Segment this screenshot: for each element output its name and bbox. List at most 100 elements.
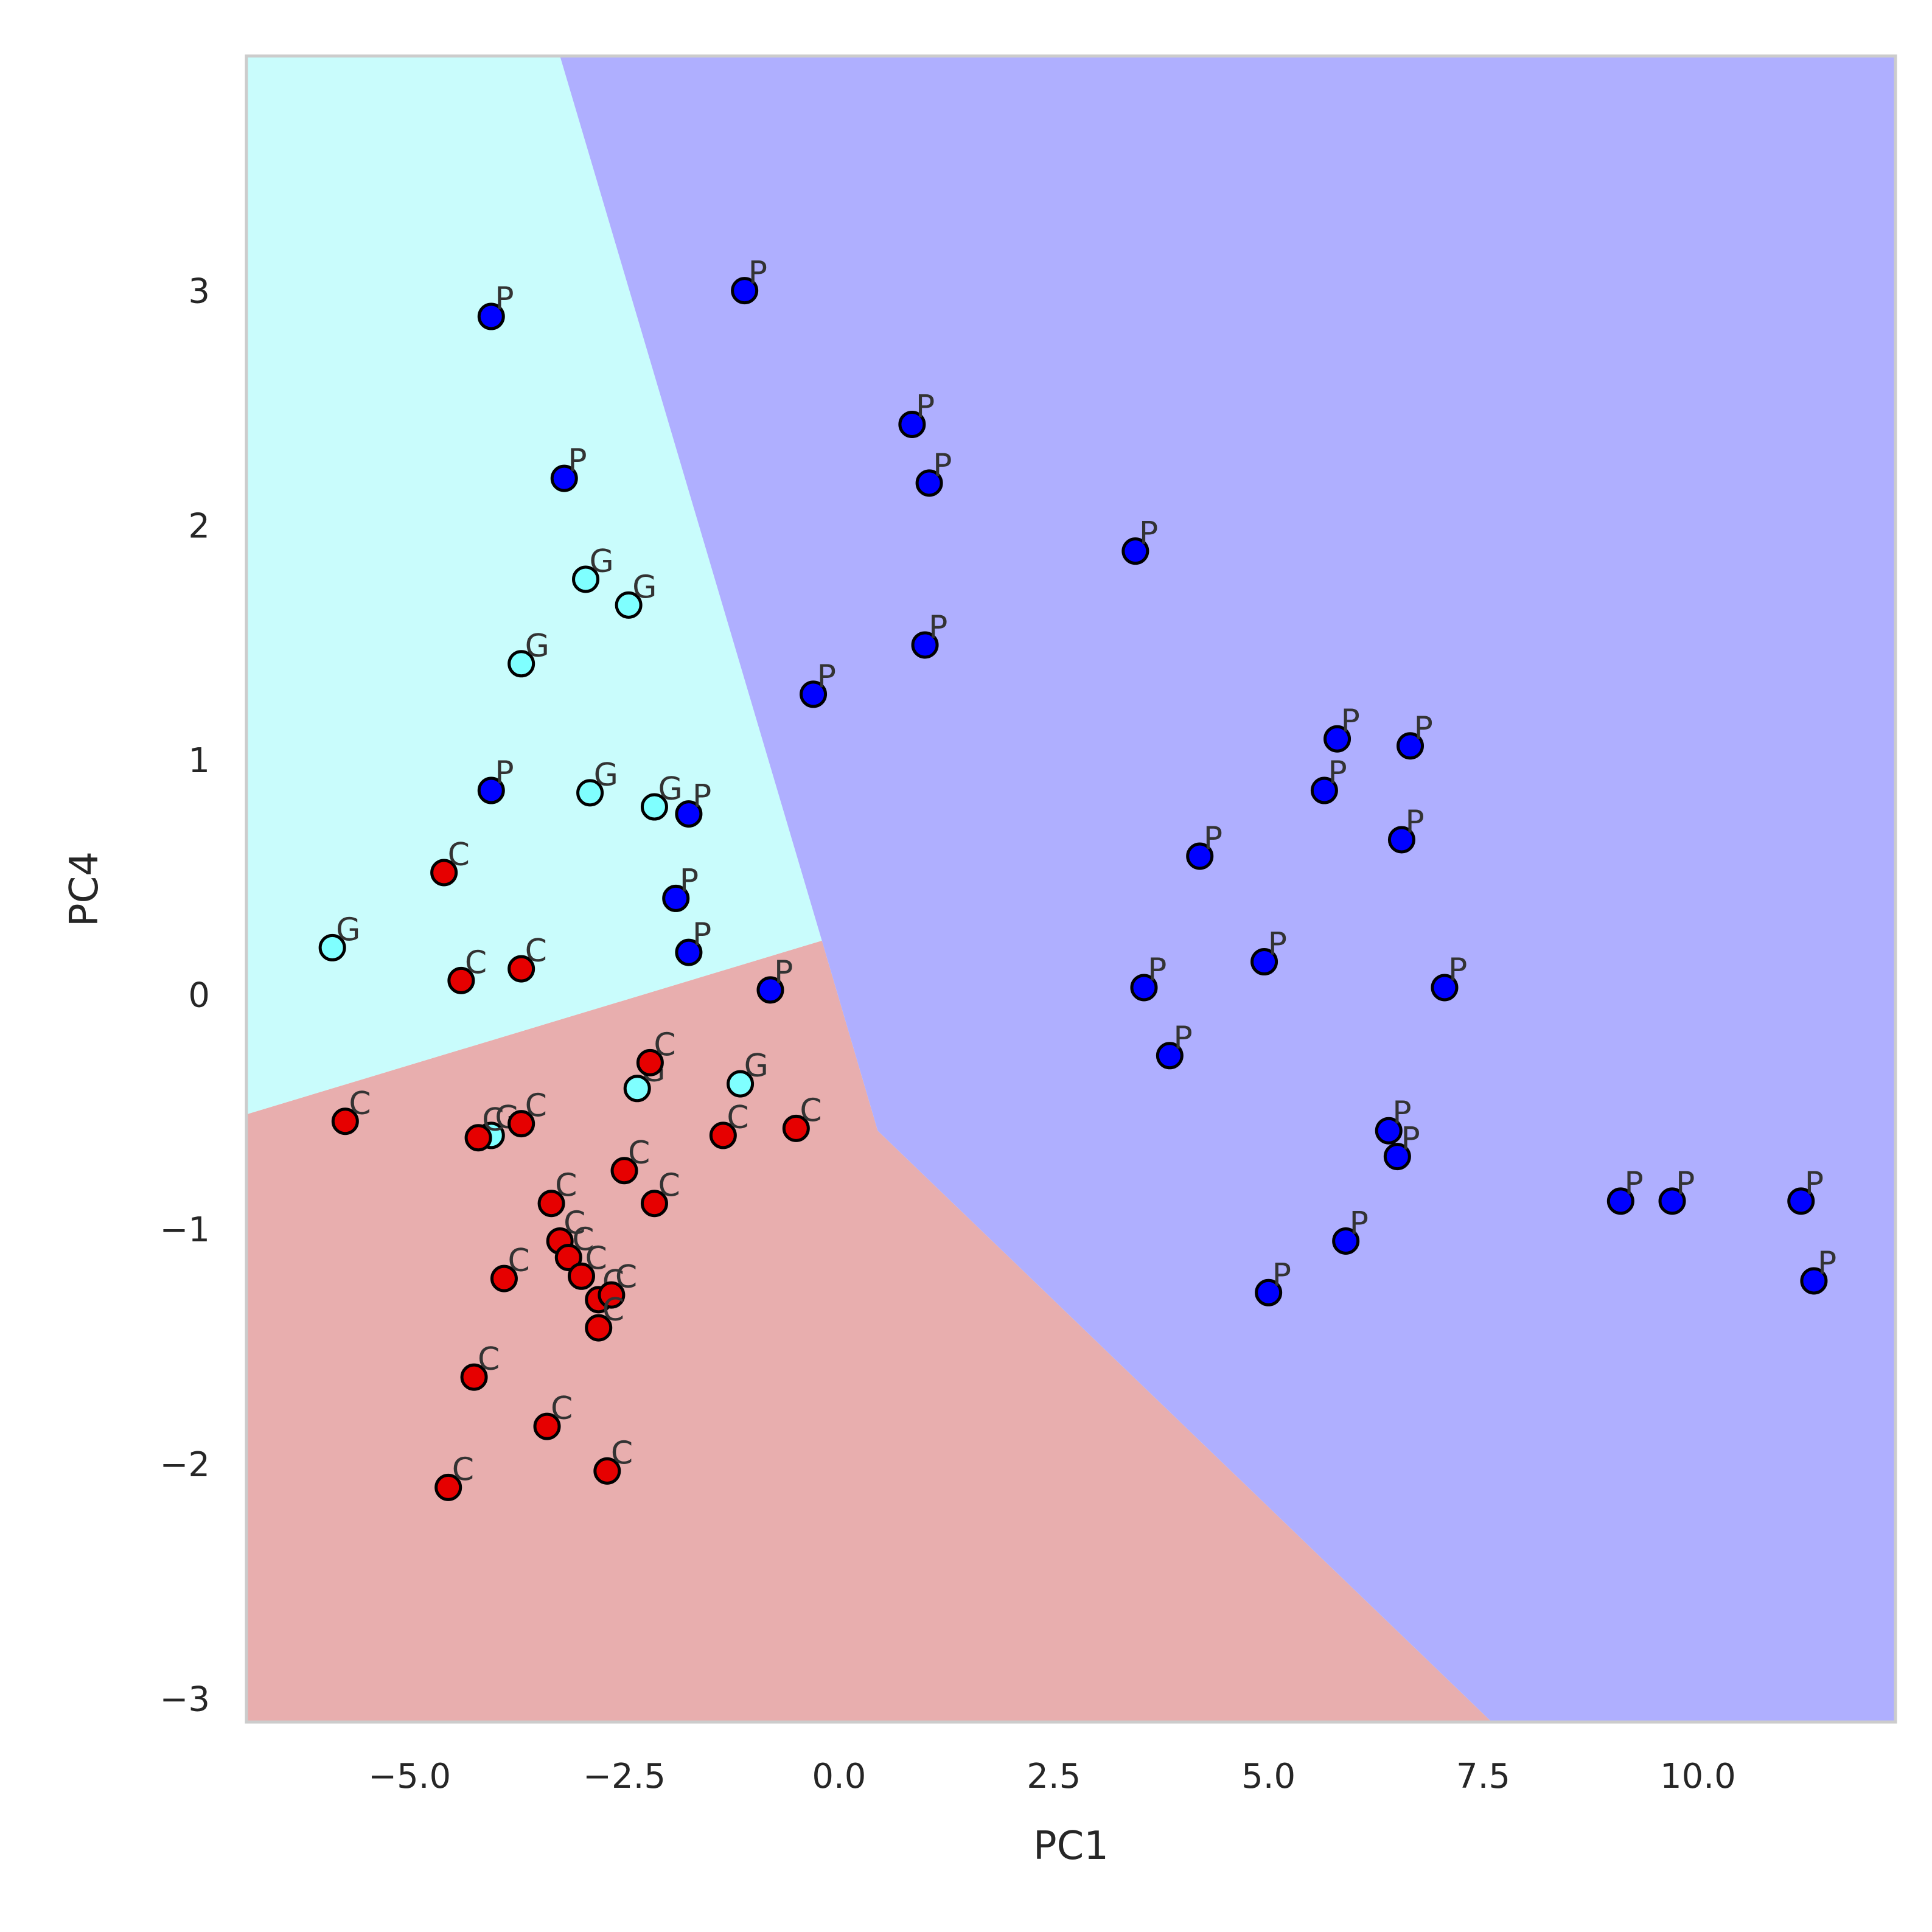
point-label-P: P — [1204, 820, 1222, 857]
point-label-P: P — [1405, 804, 1424, 840]
point-P — [662, 884, 690, 912]
point-P — [1121, 537, 1149, 565]
point-label-C: C — [452, 1451, 474, 1488]
point-label-P: P — [1328, 755, 1347, 791]
point-label-C: C — [563, 1205, 585, 1241]
point-label-C: C — [615, 1259, 637, 1296]
point-P — [1375, 1117, 1403, 1145]
point-G — [727, 1070, 755, 1098]
point-label-G: G — [594, 757, 618, 793]
point-P — [1332, 1227, 1360, 1255]
point-label-P: P — [495, 281, 514, 317]
point-label-C: C — [602, 1292, 624, 1328]
x-axis-label: PC1 — [1033, 1824, 1109, 1869]
point-P — [731, 277, 759, 305]
point-C — [593, 1457, 621, 1485]
y-axis-label: PC4 — [62, 851, 107, 927]
data-points: PPPPPPPPPPPPPPPPPPPPPPPPPPPPPPGGGGGGGGGC… — [318, 255, 1836, 1501]
point-C — [537, 1190, 565, 1218]
point-label-P: P — [568, 442, 587, 479]
point-label-P: P — [1818, 1245, 1836, 1282]
point-label-C: C — [727, 1100, 748, 1136]
point-P — [911, 631, 939, 659]
y-tick-label: 3 — [188, 272, 210, 312]
point-label-G: G — [525, 628, 549, 664]
point-label-C: C — [349, 1086, 371, 1122]
y-tick-label: 0 — [188, 976, 210, 1016]
point-label-P: P — [1272, 1257, 1291, 1293]
point-P — [550, 464, 578, 492]
point-label-C: C — [507, 1243, 529, 1279]
point-P — [675, 938, 703, 966]
region-P — [560, 56, 1895, 1722]
point-label-C: C — [572, 1221, 594, 1258]
point-C — [507, 1110, 535, 1138]
y-tick-label: −2 — [159, 1445, 210, 1485]
point-P — [800, 680, 828, 708]
point-label-P: P — [692, 916, 711, 953]
point-label-P: P — [929, 609, 947, 646]
point-label-P: P — [1624, 1165, 1643, 1202]
point-P — [1606, 1187, 1634, 1215]
point-label-P: P — [1414, 710, 1433, 747]
point-G — [623, 1075, 651, 1103]
point-label-C: C — [658, 1168, 680, 1204]
point-G — [507, 650, 535, 678]
point-P — [675, 800, 703, 828]
point-label-P: P — [1392, 1095, 1411, 1131]
point-label-C: C — [585, 1240, 607, 1277]
point-P — [1387, 826, 1415, 854]
point-C — [709, 1121, 737, 1149]
point-C — [331, 1107, 359, 1135]
point-C — [430, 859, 458, 887]
y-tick-label: 1 — [188, 741, 210, 781]
point-label-C: C — [448, 837, 470, 873]
point-C — [640, 1190, 668, 1218]
y-tick-label: 2 — [188, 506, 210, 546]
point-label-C: C — [482, 1102, 504, 1139]
point-C — [782, 1114, 810, 1142]
point-C — [585, 1314, 613, 1342]
point-G — [572, 565, 600, 593]
y-axis-ticks: −3 −2 −1 0 1 2 3 — [159, 272, 210, 1720]
x-tick-label: −2.5 — [583, 1757, 666, 1796]
point-C — [636, 1048, 664, 1076]
point-label-P: P — [774, 954, 793, 991]
point-label-P: P — [692, 778, 711, 815]
point-C — [598, 1281, 626, 1309]
point-label-G: G — [590, 543, 614, 580]
y-tick-label: −3 — [159, 1679, 210, 1719]
x-tick-label: 2.5 — [1027, 1757, 1081, 1796]
point-label-P: P — [817, 658, 836, 695]
point-label-C: C — [525, 1088, 547, 1125]
decision-regions — [246, 56, 1895, 1722]
point-P — [1431, 974, 1459, 1002]
point-label-P: P — [1341, 703, 1360, 739]
y-tick-label: −1 — [159, 1210, 210, 1250]
point-label-P: P — [1448, 952, 1467, 988]
point-P — [1156, 1042, 1184, 1070]
point-C — [464, 1124, 492, 1152]
point-P — [477, 776, 505, 804]
point-C — [490, 1264, 518, 1292]
point-label-P: P — [1268, 926, 1287, 963]
point-label-P: P — [748, 255, 767, 291]
point-label-C: C — [551, 1390, 573, 1427]
point-label-P: P — [1350, 1205, 1369, 1241]
point-label-P: P — [933, 447, 952, 484]
point-G — [615, 591, 643, 619]
point-label-P: P — [1148, 952, 1167, 988]
point-label-C: C — [555, 1168, 577, 1204]
point-C — [533, 1412, 561, 1440]
point-label-C: C — [465, 944, 487, 981]
x-tick-label: 0.0 — [812, 1757, 866, 1796]
point-P — [1658, 1187, 1686, 1215]
point-P — [1250, 948, 1278, 976]
region-C — [246, 940, 1492, 1722]
point-label-C: C — [800, 1092, 821, 1129]
point-label-C: C — [628, 1135, 650, 1171]
point-P — [756, 976, 784, 1004]
region-G — [246, 56, 822, 1115]
point-C — [610, 1157, 638, 1185]
